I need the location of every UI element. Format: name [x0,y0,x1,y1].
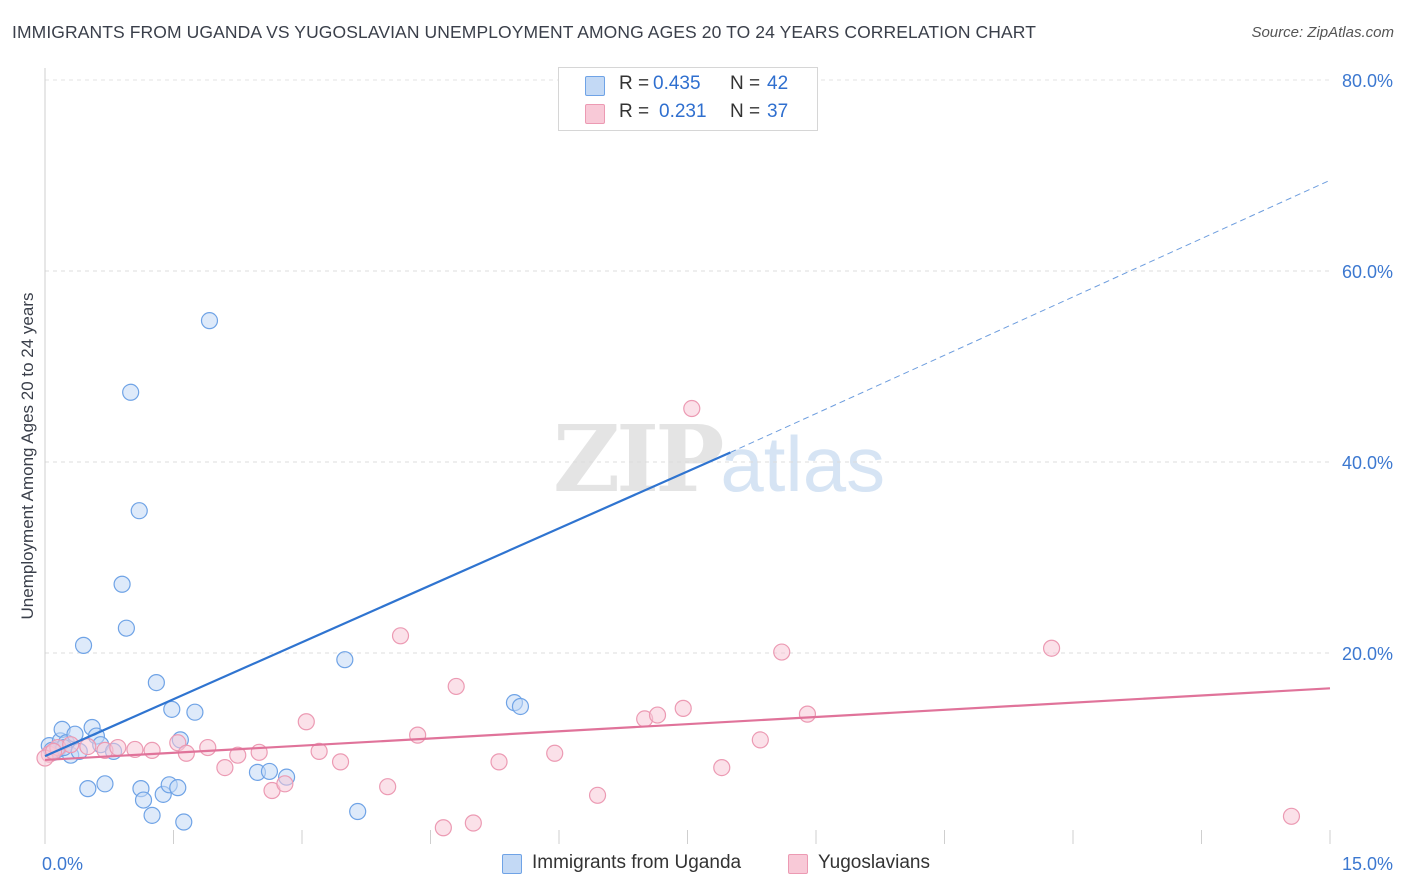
y-tick-label: 80.0% [1342,71,1393,91]
yugoslavian-point [126,740,144,759]
legend-swatch-uganda [502,854,522,874]
legend-label-yugoslavians: Yugoslavians [818,852,930,873]
yugoslavian-point [683,399,701,418]
yugoslavian-point [464,814,482,832]
uganda-point [143,806,161,824]
legend-n-value: 42 [767,73,789,94]
uganda-point [200,312,219,330]
legend-n-label: N = [730,101,761,122]
watermark-atlas: atlas [720,420,886,508]
uganda-point [79,780,97,798]
yugoslavian-point [434,819,452,837]
yugoslavian-point [331,753,350,771]
yugoslavian-point [798,705,817,723]
uganda-point [122,383,140,401]
legend-r-value: 0.435 [653,73,701,94]
yugoslavian-point [409,726,427,744]
y-tick-label: 20.0% [1342,644,1393,664]
yugoslavian-point [216,758,234,777]
correlation-legend: R = 0.435 N = 42 R = 0.231 N = 37 [558,67,818,131]
uganda-point [349,802,367,821]
uganda-point [163,700,181,718]
watermark-zip: ZIP [553,405,724,513]
uganda-point [169,779,187,797]
yugoslavian-point [379,778,397,796]
yugoslavian-point [391,627,410,645]
x-tick-label: 0.0% [42,854,83,874]
yugoslavian-point [773,643,791,661]
yugoslavian-point [1282,807,1301,825]
yugoslavian-trendline [44,687,1331,762]
chart-title: IMMIGRANTS FROM UGANDA VS YUGOSLAVIAN UN… [12,22,1036,42]
yugoslavian-point [648,706,667,724]
uganda-point [117,619,135,637]
legend-swatch-yugoslavians [585,104,605,124]
uganda-point [511,697,530,716]
uganda-point [96,775,114,793]
y-axis-label: Unemployment Among Ages 20 to 24 years [18,292,37,620]
source-label: Source: ZipAtlas.com [1251,24,1394,41]
uganda-point [186,703,204,721]
yugoslavian-point [588,786,607,804]
yugoslavian-point [751,731,769,749]
yugoslavian-point [199,738,217,757]
legend-swatch-uganda [585,76,605,96]
yugoslavian-point [276,775,294,793]
legend-r-label: R = [619,73,650,94]
uganda-point [260,762,279,781]
uganda-point [113,575,131,593]
yugoslavian-point [546,744,564,762]
yugoslavian-point [297,713,315,731]
x-tick-label: 15.0% [1342,854,1393,874]
yugoslavian-point [490,753,508,771]
uganda-point [134,791,153,809]
watermark: ZIPatlas [553,405,885,513]
yugoslavian-point [713,758,731,777]
uganda-point [175,813,193,831]
uganda-point [74,636,93,654]
yugoslavian-point [143,741,161,760]
legend-swatch-yugoslavians [788,854,808,874]
yugoslavian-point [229,746,247,764]
uganda-point [147,674,165,692]
uganda-trendline-extension [730,179,1331,453]
uganda-point [130,502,148,520]
yugoslavian-point [79,737,97,756]
yugoslavian-point [310,742,328,760]
yugoslavian-point [674,699,692,717]
y-tick-label: 60.0% [1342,262,1393,282]
yugoslavian-point [447,677,465,696]
yugoslavian-point [109,738,127,757]
uganda-point [336,651,354,669]
legend-n-value: 37 [767,101,789,122]
legend-label-uganda: Immigrants from Uganda [532,852,742,873]
yugoslavian-point [1042,639,1061,657]
legend-r-label: R = [619,101,650,122]
y-tick-label: 40.0% [1342,453,1393,473]
legend-r-value: 0.231 [659,101,707,122]
uganda-trendline [44,451,731,758]
legend-n-label: N = [730,73,761,94]
